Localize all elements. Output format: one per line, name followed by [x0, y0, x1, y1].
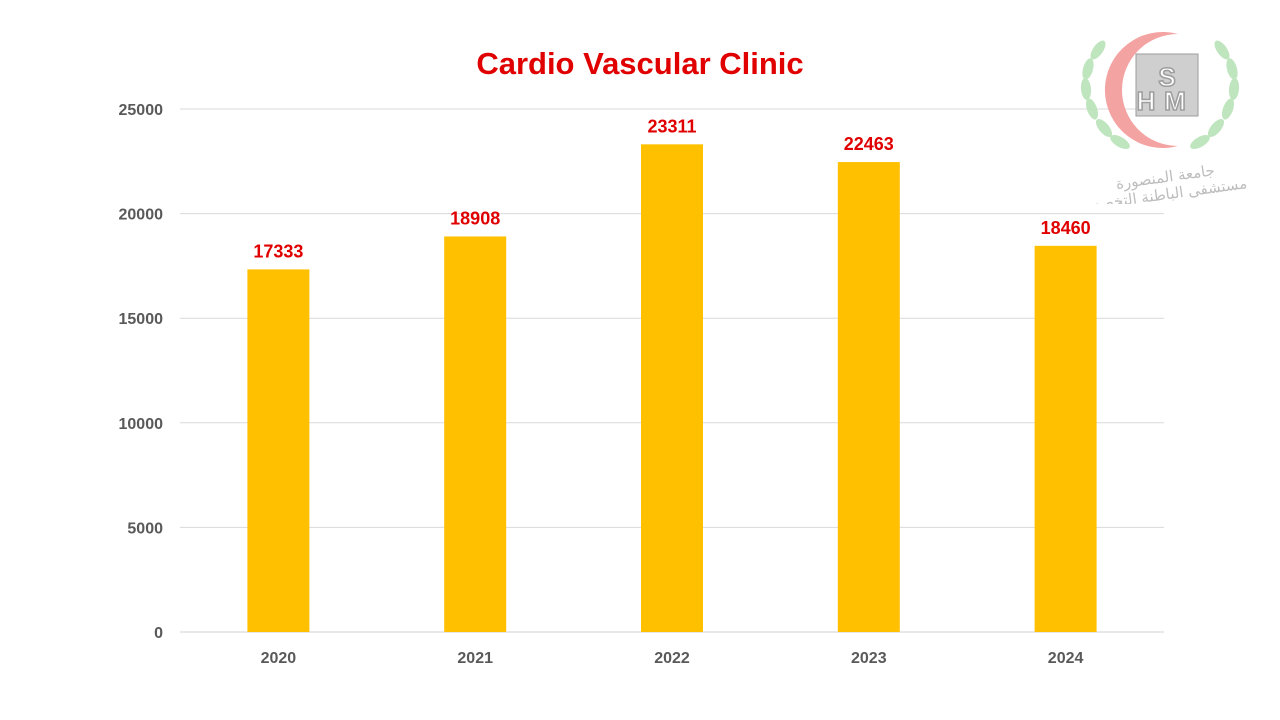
logo-letter-s: S [1158, 62, 1175, 92]
bar-2024 [1034, 245, 1097, 632]
data-labels: 17333 18908 23311 22463 18460 [253, 116, 1090, 261]
bar-2021 [444, 236, 507, 632]
logo-letter-h: H [1137, 86, 1156, 116]
x-tick-label: 2022 [654, 650, 690, 667]
data-label-2023: 22463 [844, 134, 894, 154]
crescent-icon [1104, 31, 1178, 149]
x-tick-label: 2024 [1048, 650, 1084, 667]
data-label-2021: 18908 [450, 208, 500, 228]
data-label-2022: 23311 [647, 116, 696, 136]
y-tick-label: 15000 [119, 311, 164, 328]
x-tick-label: 2023 [851, 650, 887, 667]
laurel-wreath-icon [1080, 40, 1240, 149]
data-label-2020: 17333 [253, 241, 303, 261]
bars [247, 144, 1097, 633]
chart-title: Cardio Vascular Clinic [476, 46, 804, 81]
bar-2023 [837, 162, 900, 632]
y-tick-label: 20000 [119, 207, 164, 224]
y-tick-label: 25000 [119, 102, 164, 119]
hospital-logo: S H M جامعة المنصورة مستشفى الباطنة التخ… [1075, 31, 1248, 204]
y-tick-label: 5000 [127, 520, 163, 537]
x-tick-label: 2020 [261, 650, 297, 667]
data-label-2024: 18460 [1041, 218, 1091, 238]
logo-letter-m: M [1164, 86, 1186, 116]
y-axis: 0 5000 10000 15000 20000 25000 [119, 102, 164, 642]
y-tick-label: 0 [154, 625, 163, 642]
bar-2022 [641, 144, 703, 633]
bar-2020 [247, 269, 310, 632]
y-tick-label: 10000 [119, 416, 164, 433]
x-tick-label: 2021 [457, 650, 493, 667]
x-axis: 2020 2021 2022 2023 2024 [261, 650, 1084, 667]
